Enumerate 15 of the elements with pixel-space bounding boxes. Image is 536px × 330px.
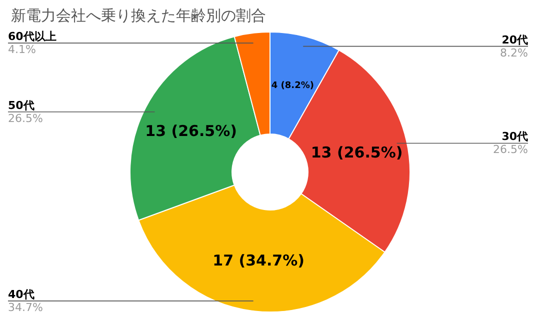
text: 13 (26.5%) bbox=[145, 122, 238, 140]
chart-title: 新電力会社へ乗り換えた年齢別の割合 bbox=[11, 6, 266, 24]
text: 17 (34.7%) bbox=[212, 251, 304, 270]
slice-label: 60代以上 bbox=[8, 30, 56, 44]
slice-label: 30代 bbox=[502, 130, 528, 144]
slice-label: 40代 bbox=[8, 288, 34, 301]
data-label: 4.1% bbox=[8, 43, 36, 56]
data-label: 26.5% bbox=[493, 143, 528, 156]
text: 4 (8.2%) bbox=[271, 80, 314, 91]
data-label: 34.7% bbox=[8, 300, 43, 314]
data-label: 8.2% bbox=[500, 46, 528, 60]
slice-label: 20代 bbox=[502, 33, 528, 46]
text: 13 (26.5%) bbox=[310, 143, 403, 162]
slice-label: 50代 bbox=[8, 98, 34, 112]
data-label: 26.5% bbox=[8, 112, 43, 125]
